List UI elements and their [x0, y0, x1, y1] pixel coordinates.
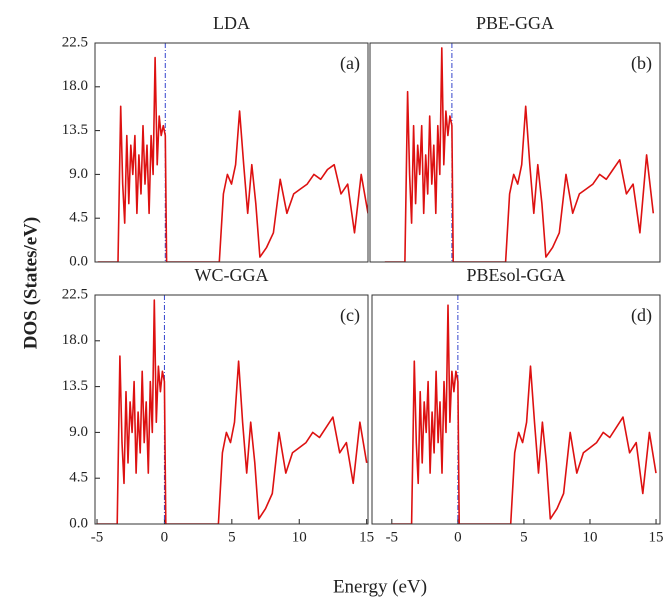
- panel-title: WC-GGA: [195, 265, 269, 285]
- x-tick-label: 15: [649, 529, 664, 545]
- panel-title: LDA: [213, 13, 250, 33]
- y-tick-label: 22.5: [62, 286, 88, 302]
- panel: PBE-GGA (b): [369, 13, 661, 263]
- panel: PBEsol-GGA (d) -5 0 5 10 15: [371, 265, 664, 545]
- panel-frame: [94, 42, 369, 263]
- y-tick-label: 18.0: [62, 332, 88, 348]
- x-tick-label: 10: [292, 529, 307, 545]
- dos-line: [97, 56, 368, 262]
- panel-title: PBEsol-GGA: [466, 265, 565, 285]
- panel-frame: [94, 294, 369, 525]
- y-axis-title: DOS (States/eV): [20, 217, 41, 349]
- x-tick-label: 0: [161, 529, 169, 545]
- y-tick-label: 4.5: [69, 470, 88, 486]
- panel-label: (a): [340, 53, 360, 74]
- y-tick-label: 9.0: [69, 166, 88, 182]
- x-tick-label: 10: [582, 529, 597, 545]
- y-tick-label: 9.0: [69, 424, 88, 440]
- y-tick-label: 22.5: [62, 34, 88, 50]
- dos-line: [384, 47, 655, 262]
- panel-label: (d): [631, 305, 652, 326]
- dos-line: [391, 304, 657, 524]
- y-tick-label: 0.0: [69, 515, 88, 531]
- panel-label: (c): [340, 305, 360, 326]
- x-tick-label: 15: [359, 529, 374, 545]
- y-tick-label: 13.5: [62, 378, 88, 394]
- panel-title: PBE-GGA: [476, 13, 554, 33]
- y-tick-label: 4.5: [69, 210, 88, 226]
- x-axis-title: Energy (eV): [333, 576, 427, 597]
- x-tick-label: 5: [228, 529, 236, 545]
- y-tick-label: 18.0: [62, 78, 88, 94]
- panel: LDA (a) 0.0 4.5 9.0 13.5 18.0 22.5: [62, 13, 369, 269]
- panel-frame: [371, 294, 661, 525]
- x-tick-label: -5: [91, 529, 104, 545]
- panel-label: (b): [631, 53, 652, 74]
- panel-frame: [369, 42, 661, 263]
- y-tick-label: 13.5: [62, 122, 88, 138]
- x-tick-label: 5: [520, 529, 528, 545]
- x-tick-label: 0: [454, 529, 462, 545]
- y-tick-label: 0.0: [69, 253, 88, 269]
- x-tick-label: -5: [386, 529, 399, 545]
- dos-line: [97, 299, 368, 524]
- panel: WC-GGA (c) 0.0 4.5 9.0 13.5 18.0 22.5 -5 0 5 10 15: [62, 265, 374, 545]
